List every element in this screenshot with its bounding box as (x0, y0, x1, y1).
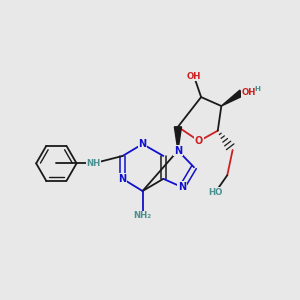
Text: N: N (174, 146, 182, 156)
Text: N: N (178, 182, 186, 192)
Text: HO: HO (208, 188, 223, 197)
Text: N: N (139, 139, 147, 149)
Text: NH: NH (86, 159, 101, 168)
Text: H: H (254, 86, 260, 92)
Text: N: N (118, 174, 127, 184)
Polygon shape (221, 90, 243, 106)
Text: NH₂: NH₂ (134, 212, 152, 220)
Text: OH: OH (242, 88, 256, 98)
Polygon shape (174, 127, 182, 151)
Text: OH: OH (187, 72, 201, 81)
Text: O: O (195, 136, 203, 146)
